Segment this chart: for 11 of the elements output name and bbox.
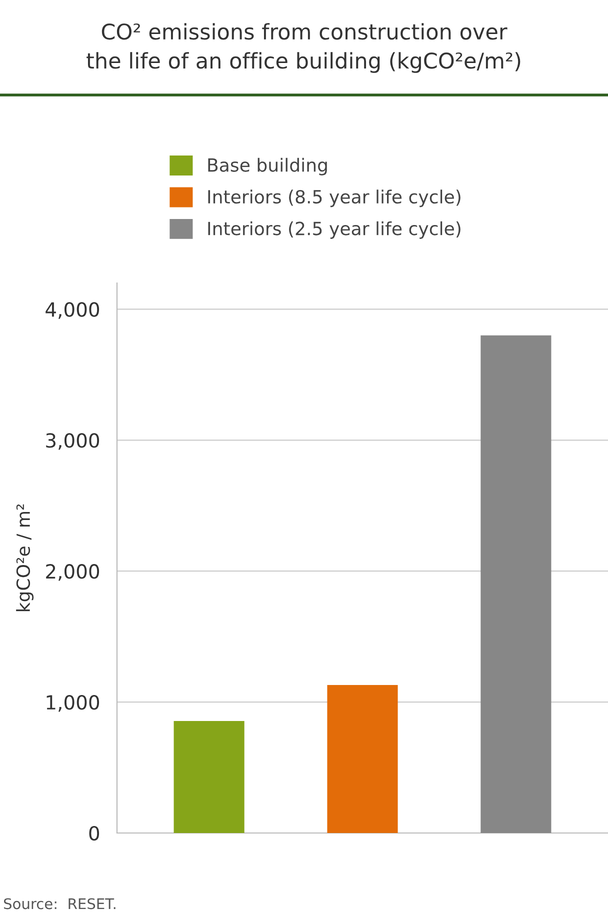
- source-note: Source: RESET.: [4, 898, 116, 910]
- legend-label: Base building: [208, 158, 327, 176]
- y-tick-label: 0: [89, 826, 100, 841]
- y-tick-label: 4,000: [46, 302, 100, 319]
- legend-label: Interiors (8.5 year life cycle): [208, 190, 460, 208]
- y-tick-label: 1,000: [46, 695, 100, 712]
- y-tick-label: 3,000: [46, 433, 100, 450]
- chart-title: CO² emissions from construction over the life of an office building (kgCO²e/m²): [86, 23, 520, 73]
- legend-label: Interiors (2.5 year life cycle): [208, 221, 460, 239]
- y-tick-label: 2,000: [46, 564, 100, 581]
- y-axis-title: kgCO²e / m²: [16, 504, 34, 612]
